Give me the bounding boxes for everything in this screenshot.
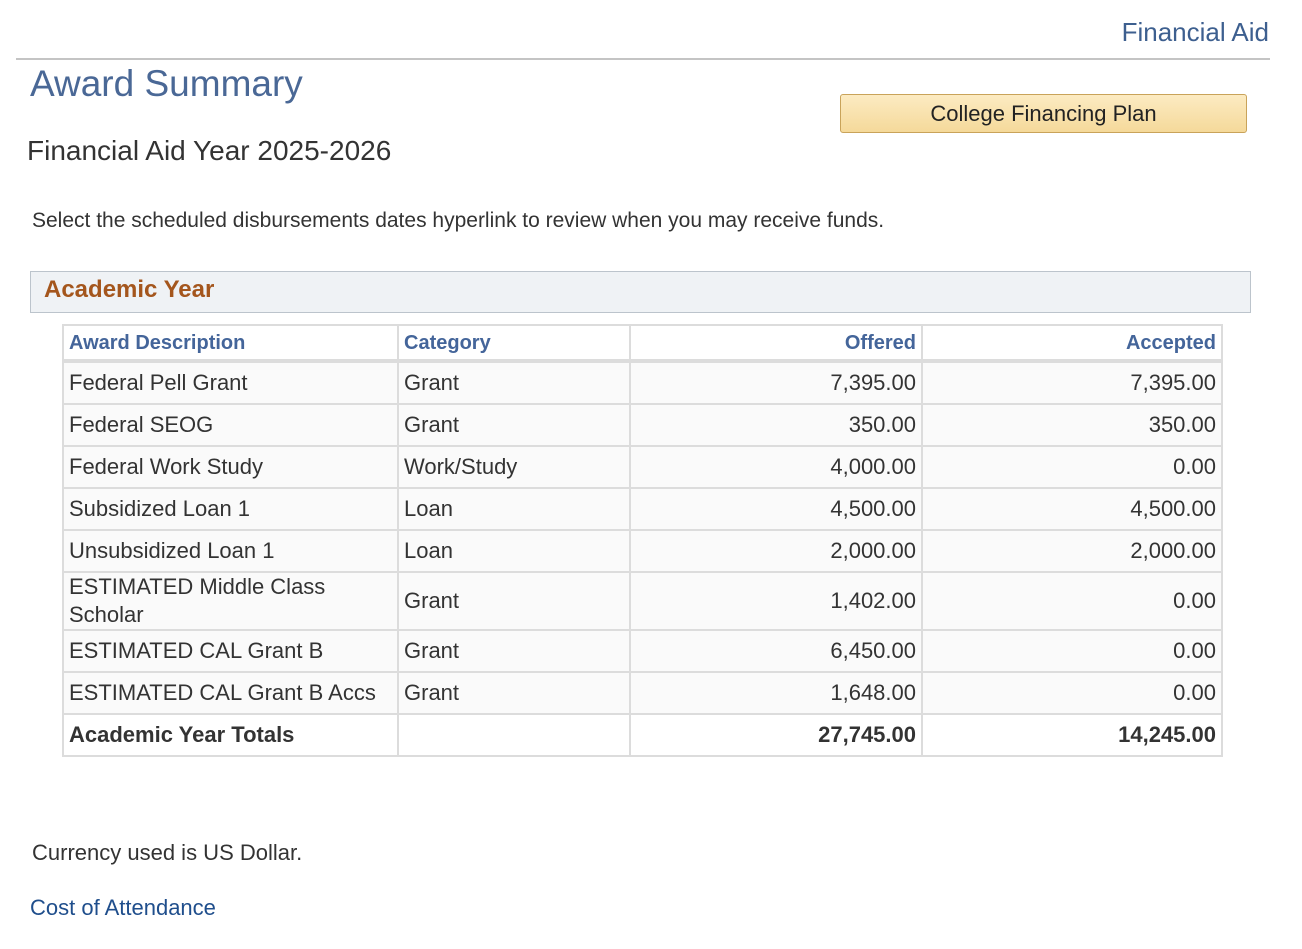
- column-header: Category: [397, 324, 631, 363]
- table-cell: Loan: [397, 529, 631, 573]
- totals-offered: 27,745.00: [629, 713, 923, 757]
- section-header: Academic Year: [30, 271, 1251, 313]
- award-row: Unsubsidized Loan 1 Loan 2,000.00 2,000.00: [62, 529, 1223, 573]
- table-cell: Grant: [397, 403, 631, 447]
- award-row: ESTIMATED CAL Grant B Grant 6,450.00 0.00: [62, 629, 1223, 673]
- table-cell: 350.00: [629, 403, 923, 447]
- award-row: ESTIMATED Middle Class Scholar Grant 1,402…: [62, 571, 1223, 631]
- currency-note: Currency used is US Dollar.: [32, 840, 303, 865]
- table-cell: 0.00: [921, 671, 1223, 715]
- financial-aid-link[interactable]: Financial Aid: [1121, 17, 1269, 47]
- award-row: Federal SEOG Grant 350.00 350.00: [62, 403, 1223, 447]
- table-cell: [397, 713, 631, 757]
- table-cell: Grant: [397, 360, 631, 405]
- table-cell: Subsidized Loan 1: [62, 487, 399, 531]
- table-cell: ESTIMATED CAL Grant B: [62, 629, 399, 673]
- table-cell: Federal Work Study: [62, 445, 399, 489]
- award-row: Federal Pell Grant Grant 7,395.00 7,395.00: [62, 360, 1223, 405]
- header-rule: [16, 58, 1270, 60]
- table-cell: 350.00: [921, 403, 1223, 447]
- college-financing-plan-button[interactable]: College Financing Plan: [840, 94, 1247, 133]
- totals-label: Academic Year Totals: [62, 713, 399, 757]
- cost-of-attendance-link[interactable]: Cost of Attendance: [30, 895, 216, 920]
- table-cell: 1,402.00: [629, 571, 923, 631]
- table-cell: 2,000.00: [629, 529, 923, 573]
- section-title: Academic Year: [44, 276, 215, 303]
- table-cell: Federal SEOG: [62, 403, 399, 447]
- table-cell: Work/Study: [397, 445, 631, 489]
- table-cell: 7,395.00: [629, 360, 923, 405]
- table-cell: 0.00: [921, 571, 1223, 631]
- totals-accepted: 14,245.00: [921, 713, 1223, 757]
- award-row: ESTIMATED CAL Grant B Accs Grant 1,648.00 0…: [62, 671, 1223, 715]
- table-cell: Grant: [397, 571, 631, 631]
- table-cell: 2,000.00: [921, 529, 1223, 573]
- totals-row: Academic Year Totals 27,745.00 14,245.00: [62, 713, 1223, 757]
- award-table: Award Description Category Offered Accepted…: [62, 324, 1223, 757]
- table-cell: Unsubsidized Loan 1: [62, 529, 399, 573]
- table-cell: Grant: [397, 629, 631, 673]
- award-row: Federal Work Study Work/Study 4,000.00 0.00: [62, 445, 1223, 489]
- table-cell: 1,648.00: [629, 671, 923, 715]
- column-header: Accepted: [921, 324, 1223, 363]
- table-cell: 7,395.00: [921, 360, 1223, 405]
- table-cell: 0.00: [921, 629, 1223, 673]
- table-cell: Federal Pell Grant: [62, 360, 399, 405]
- award-row: Subsidized Loan 1 Loan 4,500.00 4,500.00: [62, 487, 1223, 531]
- table-cell: ESTIMATED CAL Grant B Accs: [62, 671, 399, 715]
- column-header: Offered: [629, 324, 923, 363]
- aid-year: Financial Aid Year 2025-2026: [27, 135, 392, 166]
- table-cell: ESTIMATED Middle Class Scholar: [62, 571, 399, 631]
- page-title: Award Summary: [30, 63, 303, 104]
- table-cell: Grant: [397, 671, 631, 715]
- table-cell: 4,500.00: [629, 487, 923, 531]
- table-cell: 4,000.00: [629, 445, 923, 489]
- column-header: Award Description: [62, 324, 399, 363]
- table-cell: 4,500.00: [921, 487, 1223, 531]
- table-cell: 0.00: [921, 445, 1223, 489]
- header-row: Award Description Category Offered Accepted: [62, 324, 1223, 363]
- instruction: Select the scheduled disbursements dates…: [32, 209, 885, 232]
- table-cell: Loan: [397, 487, 631, 531]
- table-cell: 6,450.00: [629, 629, 923, 673]
